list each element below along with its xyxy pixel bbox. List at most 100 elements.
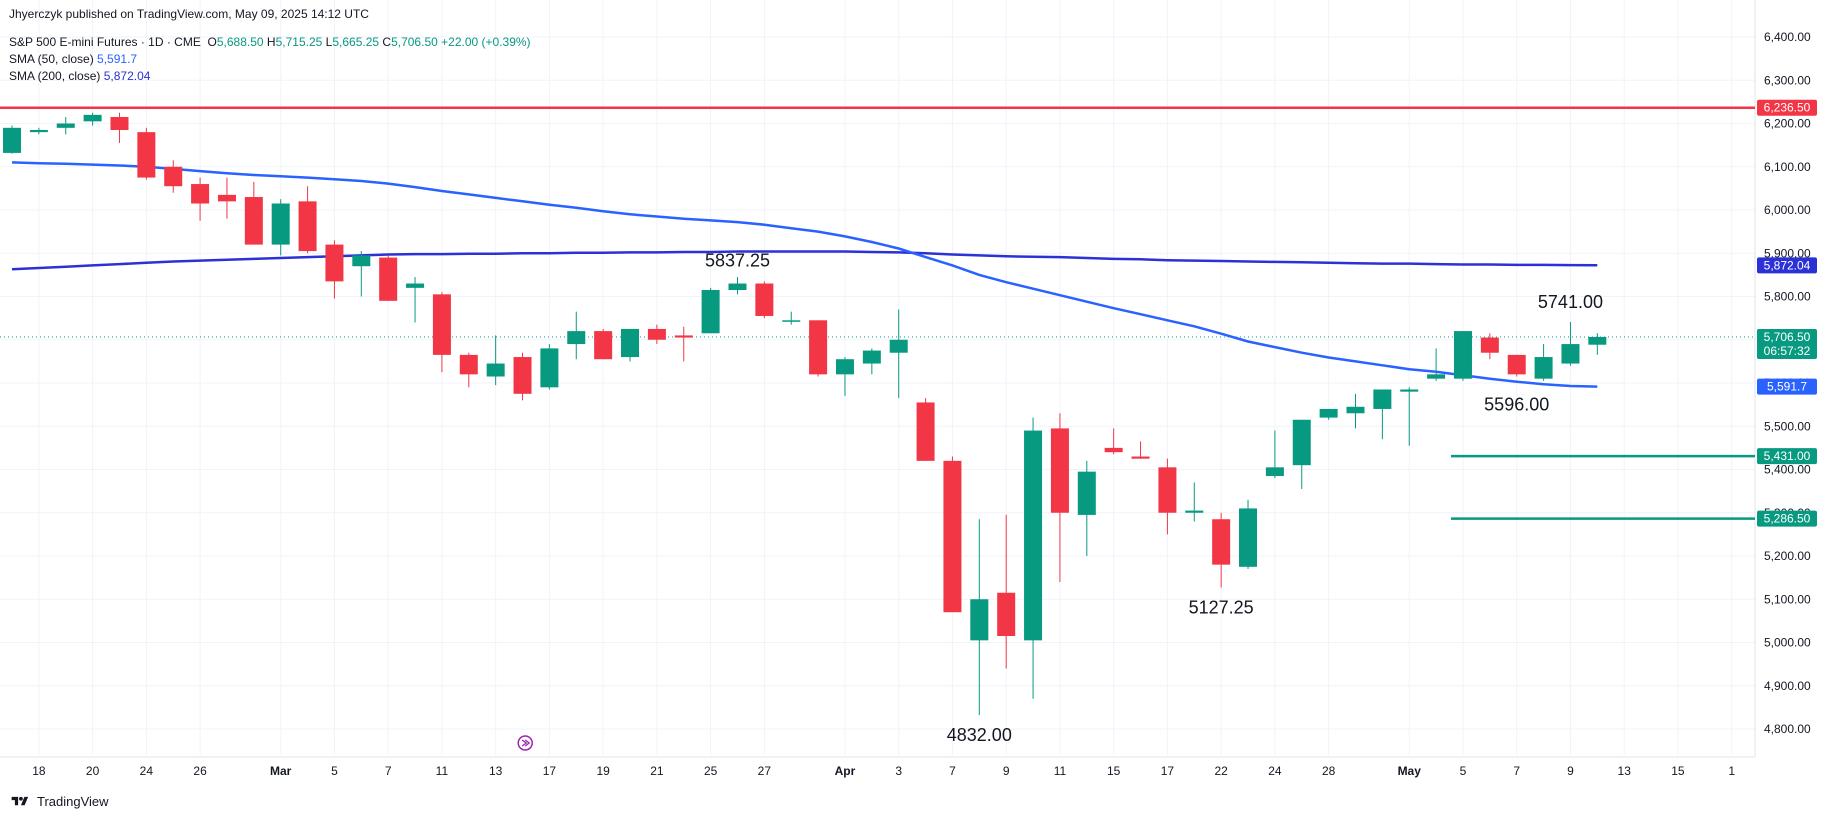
candle-body [567, 331, 586, 345]
candle-body [755, 283, 774, 316]
candle-body [352, 255, 371, 267]
footer-brand-label: TradingView [37, 794, 109, 809]
last-price-tag-label: 5,706.50 [1764, 330, 1811, 344]
x-tick-label: 17 [1161, 764, 1175, 778]
candle-body [943, 460, 962, 613]
y-tick-label: 5,100.00 [1764, 592, 1811, 606]
candle-body [1534, 357, 1553, 379]
candle-body [1427, 374, 1446, 379]
candle-body [1480, 337, 1499, 353]
x-tick-label: 7 [949, 764, 956, 778]
candle-body [1373, 389, 1392, 409]
candle-body [1131, 456, 1150, 459]
ohlc-open: 5,688.50 [216, 35, 264, 49]
x-tick-label: Mar [270, 764, 292, 778]
y-tick-label: 6,400.00 [1764, 30, 1811, 44]
x-tick-label: 13 [1618, 764, 1632, 778]
x-tick-label: 3 [895, 764, 902, 778]
candle-body [513, 357, 532, 394]
x-tick-label: 15 [1107, 764, 1121, 778]
price-annotation: 4832.00 [947, 725, 1012, 745]
candle-body [1024, 430, 1043, 641]
x-tick-label: 11 [436, 764, 449, 778]
candle-body [191, 184, 210, 204]
candle-body [701, 290, 720, 334]
x-tick-label: 9 [1003, 764, 1010, 778]
x-tick-label: 5 [331, 764, 338, 778]
sma200-line [11, 250, 1598, 271]
candle-body [647, 328, 666, 340]
candle-body [970, 599, 989, 641]
candle-body [110, 117, 129, 130]
candle-body [1561, 344, 1580, 364]
sma200-legend[interactable]: SMA (200, close) 5,872.04 [9, 69, 150, 83]
x-tick-label: 22 [1214, 764, 1228, 778]
y-tick-label: 5,800.00 [1764, 290, 1811, 304]
candle-body [1185, 510, 1204, 513]
x-tick-label: 18 [32, 764, 46, 778]
candle-body [137, 132, 156, 178]
last-price-tag [1757, 328, 1817, 359]
symbol-legend[interactable]: S&P 500 E-mini Futures · 1D · CME O5,688… [9, 35, 531, 49]
x-tick-label: May [1398, 764, 1422, 778]
x-tick-label: 24 [1268, 764, 1282, 778]
replay-arrow-icon-glyph [521, 739, 531, 747]
support-1-tag [1757, 448, 1817, 465]
sma200-tag-label: 5,872.04 [1764, 258, 1811, 272]
candle-body [271, 203, 290, 245]
candle-body [1588, 336, 1607, 345]
candle-body [997, 592, 1016, 637]
x-tick-label: 27 [758, 764, 772, 778]
candle-body [1292, 419, 1311, 466]
candle-body [459, 354, 478, 375]
sma50-legend[interactable]: SMA (50, close) 5,591.7 [9, 52, 137, 66]
x-tick-label: 25 [704, 764, 718, 778]
ohlc-low: 5,665.25 [332, 35, 380, 49]
candle-body [1507, 354, 1526, 375]
candle-body [674, 335, 693, 338]
x-tick-label: 11 [1054, 764, 1067, 778]
sma50-tag [1757, 378, 1817, 395]
candle-body [298, 201, 317, 252]
candle-body [432, 294, 451, 355]
x-tick-label: 26 [193, 764, 207, 778]
candle-body [621, 328, 640, 358]
ohlc-close: 5,706.50 [391, 35, 438, 49]
candle-body [406, 283, 425, 288]
x-tick-label: 7 [1513, 764, 1520, 778]
x-tick-label: 15 [1671, 764, 1685, 778]
candle-body [29, 129, 48, 133]
footer-brand[interactable]: TradingView [9, 794, 109, 809]
candle-body [862, 350, 881, 364]
sma200-tag [1757, 257, 1817, 274]
x-tick-label: 19 [596, 764, 610, 778]
y-tick-label: 5,200.00 [1764, 549, 1811, 563]
y-tick-label: 5,500.00 [1764, 419, 1811, 433]
candle-body [56, 123, 75, 128]
candle-body [1239, 508, 1258, 567]
sma50-value: 5,591.7 [97, 52, 138, 66]
x-tick-label: 24 [140, 764, 154, 778]
y-tick-label: 4,900.00 [1764, 679, 1811, 693]
sma50-tag-label: 5,591.7 [1767, 380, 1807, 394]
ohlc-close-label: C [382, 35, 392, 49]
y-tick-label: 6,100.00 [1764, 160, 1811, 174]
candle-body [1077, 471, 1096, 515]
candle-body [728, 283, 747, 291]
x-tick-label: 9 [1567, 764, 1574, 778]
replay-arrow-icon[interactable] [517, 735, 533, 751]
y-tick-label: 4,800.00 [1764, 722, 1811, 736]
candle-body [594, 331, 613, 360]
price-annotation: 5596.00 [1484, 395, 1549, 415]
ohlc-change: +22.00 (+0.39%) [441, 35, 531, 49]
ohlc-open-label: O [207, 35, 217, 49]
candle-body [244, 197, 263, 245]
y-tick-label: 5,000.00 [1764, 636, 1811, 650]
candle-body [1050, 428, 1069, 513]
support-1-tag-label: 5,431.00 [1764, 449, 1811, 463]
x-tick-label: 13 [489, 764, 503, 778]
candle-body [83, 114, 102, 122]
candle-body [217, 194, 236, 202]
support-2-tag-label: 5,286.50 [1764, 512, 1811, 526]
